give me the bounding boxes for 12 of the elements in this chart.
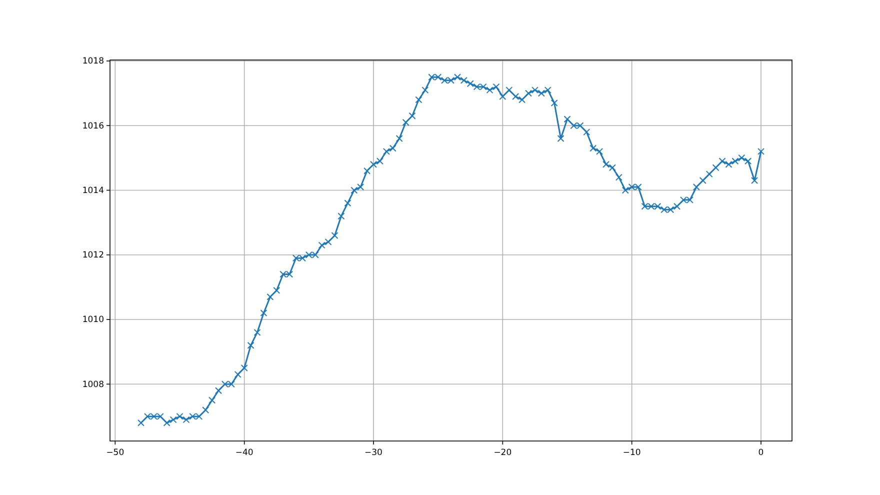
y-tick-label: 1012 xyxy=(82,250,104,261)
x-tick-label: −10 xyxy=(622,448,641,458)
y-tick-label: 1010 xyxy=(82,315,104,326)
x-tick-label: −40 xyxy=(235,448,254,458)
y-tick-label: 1018 xyxy=(82,56,104,67)
y-tick-label: 1016 xyxy=(82,121,104,132)
x-tick-label: −30 xyxy=(364,448,382,458)
y-tick-label: 1008 xyxy=(82,380,104,390)
x-tick-label: 0 xyxy=(758,448,764,458)
x-tick-label: −50 xyxy=(106,448,124,458)
y-tick-label: 1014 xyxy=(82,186,104,196)
x-tick-label: −20 xyxy=(494,448,512,458)
